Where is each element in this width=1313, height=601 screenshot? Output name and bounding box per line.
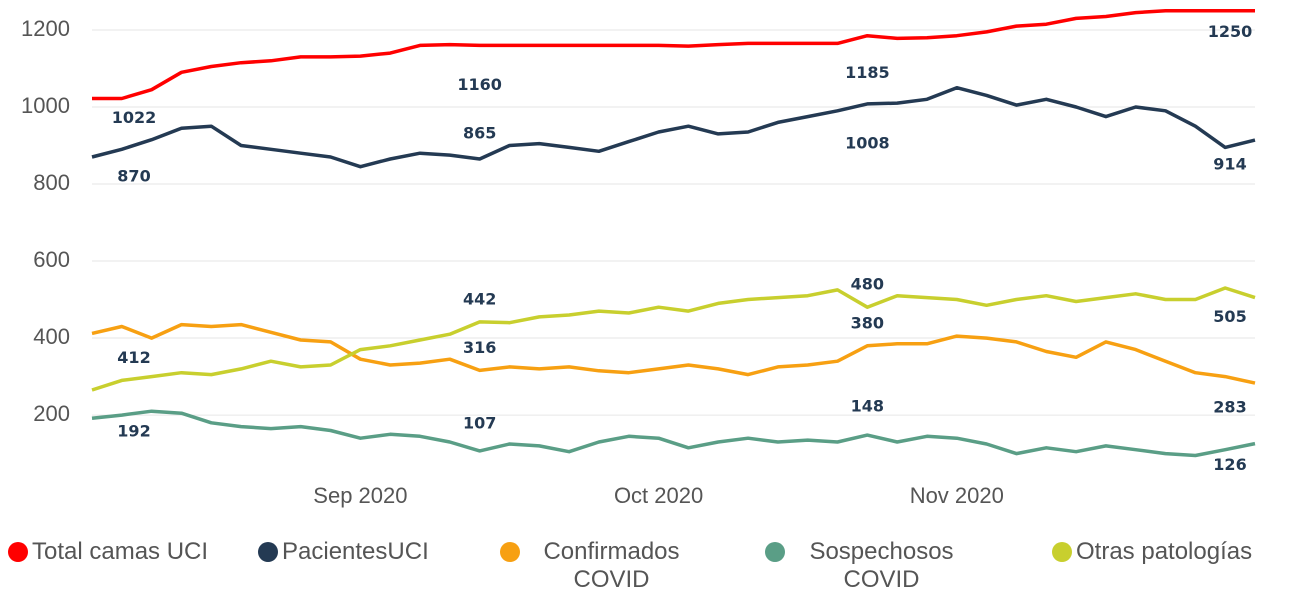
line-series [91, 286, 1256, 392]
legend-item: PacientesUCI [258, 538, 429, 566]
legend-label: Total camas UCI [32, 538, 209, 565]
data-label: 865 [463, 123, 496, 142]
legend-label: Otras patologías [1076, 538, 1253, 565]
data-label: 870 [117, 167, 150, 186]
legend-swatch [500, 542, 520, 562]
line-series [91, 322, 1256, 385]
data-label: 505 [1213, 307, 1246, 326]
legend-item: Sospechosos COVID [765, 538, 974, 594]
line-series [92, 8, 1255, 101]
legend-swatch [1052, 542, 1072, 562]
data-label: 107 [463, 413, 496, 432]
data-label: 1008 [845, 133, 890, 152]
data-label: 1185 [845, 63, 890, 82]
legend-label: Sospechosos COVID [809, 538, 954, 593]
x-tick-label: Oct 2020 [614, 483, 703, 508]
data-label: 283 [1213, 398, 1246, 417]
legend-item: Otras patologías [1052, 538, 1252, 566]
y-tick-label: 800 [33, 170, 70, 195]
x-tick-label: Sep 2020 [313, 483, 407, 508]
line-series [91, 409, 1256, 458]
data-label: 126 [1213, 455, 1246, 474]
data-label: 1160 [457, 75, 502, 94]
legend-item: Confirmados COVID [500, 538, 699, 594]
data-label: 1250 [1208, 22, 1253, 41]
legend-swatch [8, 542, 28, 562]
chart: 200 400 600 800 1000 1200 Sep 2020 Oct 2020 Nov … [21, 8, 1256, 508]
data-label: 380 [851, 313, 884, 332]
data-label: 148 [851, 397, 884, 416]
y-tick-label: 1000 [21, 93, 70, 118]
y-tick-label: 400 [33, 324, 70, 349]
data-label: 316 [463, 338, 496, 357]
legend-item: Total camas UCI [8, 538, 208, 566]
legend-swatch [258, 542, 278, 562]
y-tick-label: 600 [33, 247, 70, 272]
legend-label: PacientesUCI [282, 538, 429, 565]
data-label: 480 [851, 275, 884, 294]
y-tick-label: 1200 [21, 16, 70, 41]
y-tick-label: 200 [33, 401, 70, 426]
legend-swatch [765, 542, 785, 562]
x-tick-label: Nov 2020 [910, 483, 1004, 508]
line-series [91, 85, 1256, 169]
legend-label: Confirmados COVID [543, 538, 680, 593]
data-label: 914 [1213, 155, 1246, 174]
data-label: 1022 [112, 108, 157, 127]
data-label: 192 [117, 422, 150, 441]
data-label: 412 [117, 348, 150, 367]
data-label: 442 [463, 289, 496, 308]
legend: Total camas UCI PacientesUCI Confirmados C… [0, 538, 1313, 601]
